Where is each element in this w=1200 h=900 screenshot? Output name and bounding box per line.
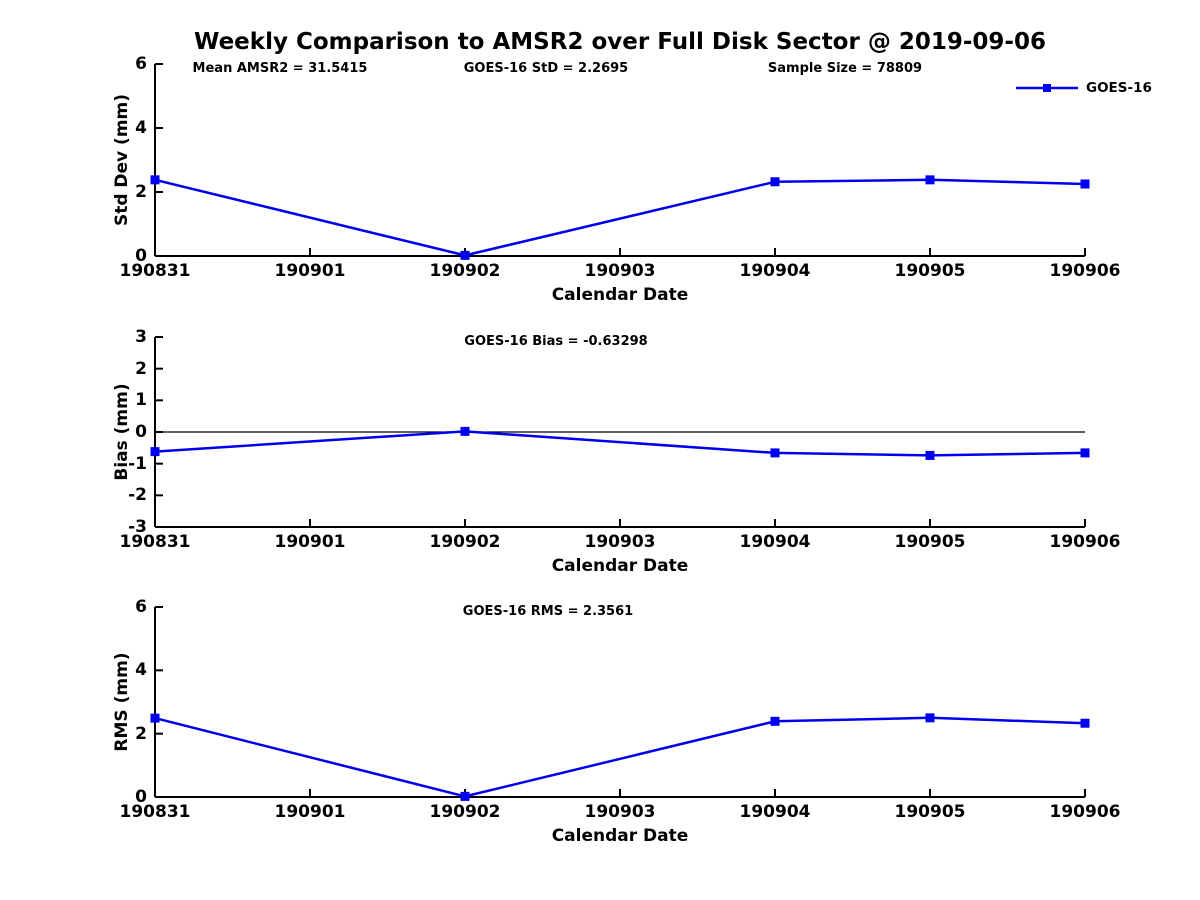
x-tick-label: 190902: [429, 261, 501, 281]
data-point-marker: [1080, 448, 1090, 458]
annotation: GOES-16 StD = 2.2695: [463, 61, 629, 76]
y-tick-label: 6: [135, 597, 147, 617]
x-tick-label: 190906: [1049, 802, 1121, 822]
legend: GOES-16: [1016, 80, 1152, 96]
y-tick-label: 4: [135, 118, 147, 138]
annotation: GOES-16 RMS = 2.3561: [462, 604, 634, 619]
x-tick-label: 190902: [429, 532, 501, 552]
data-point-marker: [460, 791, 470, 801]
y-tick-label: -2: [128, 485, 147, 506]
x-tick-label: 190902: [429, 802, 501, 822]
annotation: Mean AMSR2 = 31.5415: [192, 61, 368, 76]
data-point-marker: [150, 713, 160, 723]
annotation: GOES-16 Bias = -0.63298: [464, 334, 648, 349]
x-tick-label: 190906: [1049, 532, 1121, 552]
y-tick-label: 3: [135, 327, 147, 347]
y-tick-label: 6: [135, 54, 147, 74]
y-tick-label: 2: [135, 723, 147, 744]
y-axis-label: Std Dev (mm): [112, 93, 132, 227]
x-tick-label: 190831: [119, 532, 191, 552]
series-line: [154, 716, 1086, 798]
data-point-marker: [150, 175, 160, 185]
y-axis-label: RMS (mm): [112, 652, 132, 752]
x-tick-label: 190906: [1049, 261, 1121, 281]
y-tick-label: 2: [135, 358, 147, 379]
y-tick-label: 0: [135, 246, 147, 266]
x-tick-label: 190903: [584, 261, 656, 281]
legend-line-marker-icon: [1016, 84, 1078, 92]
y-tick-label: 0: [135, 422, 147, 442]
series-line: [154, 430, 1086, 457]
data-point-marker: [770, 177, 780, 187]
series-line: [154, 178, 1086, 257]
x-tick-label: 190905: [894, 802, 966, 822]
y-tick-label: 1: [135, 390, 147, 411]
annotation: Sample Size = 78809: [767, 61, 923, 76]
x-tick-label: 190905: [894, 532, 966, 552]
x-tick-label: 190901: [274, 261, 346, 281]
y-tick-label: -1: [128, 453, 147, 474]
data-point-marker: [460, 250, 470, 260]
y-tick-label: -3: [128, 517, 147, 537]
data-point-marker: [925, 713, 935, 723]
x-axis-label: Calendar Date: [551, 826, 689, 846]
data-point-marker: [1080, 718, 1090, 728]
y-tick-label: 2: [135, 182, 147, 202]
chart-title: Weekly Comparison to AMSR2 over Full Dis…: [194, 29, 1046, 55]
x-tick-label: 190831: [119, 802, 191, 822]
x-tick-label: 190831: [119, 261, 191, 281]
x-tick-label: 190904: [739, 532, 811, 552]
legend-square-marker-icon: [1043, 84, 1051, 92]
x-tick-label: 190903: [584, 802, 656, 822]
x-tick-label: 190901: [274, 802, 346, 822]
x-axis-label: Calendar Date: [551, 556, 689, 576]
data-point-marker: [925, 175, 935, 185]
data-point-marker: [925, 450, 935, 460]
x-tick-label: 190904: [739, 261, 811, 281]
x-tick-label: 190901: [274, 532, 346, 552]
y-axis-label: Bias (mm): [112, 383, 132, 481]
y-tick-label: 4: [135, 660, 147, 681]
x-tick-label: 190903: [584, 532, 656, 552]
data-point-marker: [150, 447, 160, 457]
data-point-marker: [770, 716, 780, 726]
x-axis-label: Calendar Date: [551, 285, 689, 305]
data-point-marker: [460, 426, 470, 436]
x-tick-label: 190904: [739, 802, 811, 822]
data-point-marker: [1080, 179, 1090, 189]
x-tick-label: 190905: [894, 261, 966, 281]
y-tick-label: 0: [135, 787, 147, 807]
data-point-marker: [770, 448, 780, 458]
legend-label: GOES-16: [1086, 80, 1152, 96]
